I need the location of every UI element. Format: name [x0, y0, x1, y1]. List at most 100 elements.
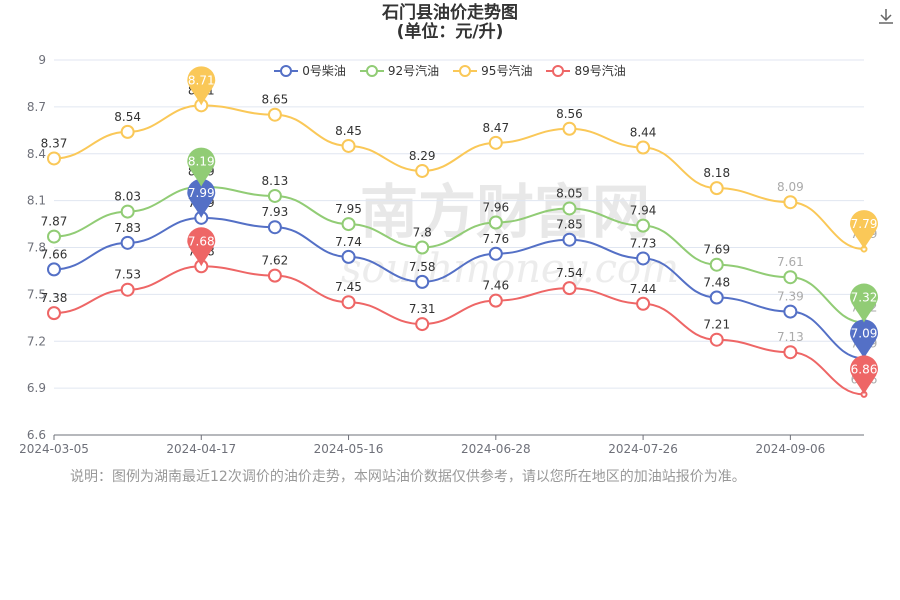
- extreme-pin-label: 7.09: [851, 326, 878, 340]
- data-point: [488, 246, 503, 261]
- data-point: [267, 220, 282, 235]
- y-tick-label: 6.9: [27, 381, 46, 395]
- legend-swatch-marker: [280, 64, 293, 77]
- legend-item-1[interactable]: 92号汽油: [359, 62, 440, 79]
- data-label: 7.21: [703, 318, 730, 332]
- data-label: 7.96: [482, 201, 509, 215]
- series-line-2: [53, 104, 865, 251]
- legend-swatch-marker: [552, 64, 565, 77]
- data-label: 7.76: [482, 232, 509, 246]
- chart-legend: 0号柴油 92号汽油 95号汽油 89号汽油: [0, 62, 900, 79]
- y-tick-label: 7.8: [27, 241, 46, 255]
- extreme-pin: [187, 227, 216, 267]
- data-label: 8.47: [482, 121, 509, 135]
- data-point: [709, 332, 724, 347]
- data-label: 8.45: [335, 124, 362, 138]
- data-label: 7.85: [556, 218, 583, 232]
- download-icon[interactable]: [876, 6, 896, 26]
- extreme-pin: [187, 147, 216, 187]
- data-label: 7.93: [262, 205, 289, 219]
- data-label: 8.37: [41, 136, 68, 150]
- data-label: 7.74: [335, 235, 362, 249]
- data-label: 8.13: [262, 174, 289, 188]
- data-label: 8.29: [409, 149, 436, 163]
- data-point: [47, 262, 61, 277]
- data-label: 7.73: [630, 236, 657, 250]
- legend-swatch-marker: [365, 64, 378, 77]
- legend-swatch-marker: [459, 64, 472, 77]
- data-label: 7.58: [409, 260, 436, 274]
- data-point: [562, 121, 577, 136]
- legend-label: 92号汽油: [387, 64, 440, 78]
- data-label: 8.65: [262, 93, 289, 107]
- data-point: [47, 306, 61, 321]
- data-label: 7.31: [409, 302, 436, 316]
- data-point: [47, 229, 61, 244]
- disclaimer-note: 说明：图例为湖南最近12次调价的油价走势，本网站油价数据仅供参考，请以您所在地区…: [70, 469, 746, 485]
- data-point: [120, 124, 135, 139]
- extreme-pin-label: 8.71: [188, 73, 215, 87]
- y-tick-label: 8.7: [27, 100, 46, 114]
- data-label: 7.62: [262, 254, 289, 268]
- legend-label: 89号汽油: [574, 64, 626, 78]
- y-tick-label: 9: [38, 53, 46, 67]
- data-label: 8.44: [630, 126, 657, 140]
- data-point: [267, 107, 282, 122]
- data-label: 8.09: [777, 180, 804, 194]
- data-label: 7.48: [703, 276, 730, 290]
- data-label: 8.56: [556, 107, 583, 121]
- data-label: 7.53: [114, 268, 141, 282]
- data-point: [783, 195, 798, 210]
- chart-title-line1: 石门县油价走势图: [382, 3, 518, 23]
- data-point: [267, 188, 282, 203]
- legend-swatch: [274, 64, 299, 77]
- data-label: 7.61: [777, 255, 804, 269]
- data-point: [783, 304, 798, 319]
- data-label: 7.39: [777, 290, 804, 304]
- extreme-pin-label: 6.86: [851, 362, 878, 376]
- y-tick-label: 7.2: [27, 334, 46, 348]
- extreme-pin: [850, 210, 878, 250]
- data-label: 7.54: [556, 266, 583, 280]
- y-tick-label: 7.5: [27, 287, 46, 301]
- data-point: [267, 268, 282, 283]
- x-tick-label: 2024-05-16: [314, 442, 384, 456]
- chart-title-line2: (单位：元/升): [396, 22, 504, 42]
- legend-item-2[interactable]: 95号汽油: [453, 62, 532, 79]
- extreme-pin: [850, 355, 878, 395]
- x-tick-label: 2024-06-28: [461, 442, 531, 456]
- data-point: [562, 232, 577, 247]
- data-point: [415, 317, 430, 332]
- legend-item-3[interactable]: 89号汽油: [546, 62, 626, 79]
- data-point: [636, 296, 651, 311]
- data-label: 8.03: [114, 190, 141, 204]
- download-icon-glyph: [879, 9, 893, 24]
- data-point: [488, 293, 503, 308]
- data-label: 7.94: [630, 204, 657, 218]
- legend-item-0[interactable]: 0号柴油: [274, 62, 346, 79]
- extreme-pin-label: 7.32: [851, 291, 878, 305]
- series-line-3: [53, 265, 865, 396]
- data-point: [415, 240, 430, 255]
- data-point: [636, 251, 651, 266]
- data-point: [47, 151, 61, 166]
- data-label: 7.8: [413, 226, 432, 240]
- x-tick-label: 2024-07-26: [608, 442, 678, 456]
- data-label: 7.66: [41, 247, 68, 261]
- legend-swatch: [546, 64, 571, 77]
- data-label: 7.13: [777, 330, 804, 344]
- data-label: 7.38: [41, 291, 68, 305]
- data-point: [562, 281, 577, 296]
- legend-swatch: [359, 64, 384, 77]
- legend-swatch: [453, 64, 478, 77]
- watermark-cn: 南方财富网: [360, 178, 650, 246]
- legend-label: 0号柴油: [302, 64, 346, 78]
- data-label: 8.05: [556, 186, 583, 200]
- extreme-pin-label: 7.99: [188, 186, 215, 200]
- data-point: [488, 135, 503, 150]
- data-point: [415, 274, 430, 289]
- extreme-pin-label: 7.79: [851, 217, 878, 231]
- data-label: 7.69: [703, 243, 730, 257]
- series-line-0: [53, 216, 865, 360]
